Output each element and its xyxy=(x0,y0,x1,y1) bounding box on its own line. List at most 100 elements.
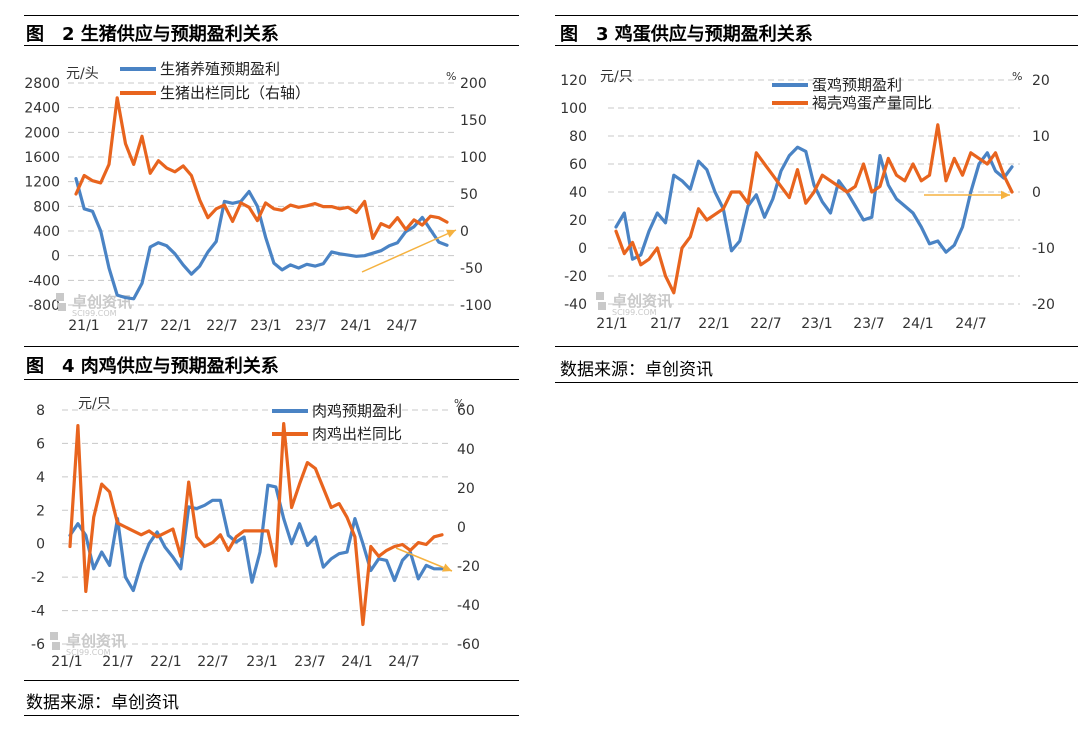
watermark-logo xyxy=(598,302,606,310)
right-tick-label: -40 xyxy=(457,598,480,614)
left-unit-label: 元/只 xyxy=(600,69,633,85)
left-tick-label: 1600 xyxy=(24,150,60,166)
fig3-bottom-rule xyxy=(555,346,1078,347)
fig3-title-rule xyxy=(555,45,1078,46)
fig3-source-rule xyxy=(555,382,1078,383)
series-line-1 xyxy=(68,422,444,627)
trend-arrow-head xyxy=(446,229,456,238)
x-tick-label: 23/1 xyxy=(250,318,281,334)
left-tick-label: 60 xyxy=(569,157,587,173)
left-tick-label: 0 xyxy=(51,249,60,265)
left-tick-label: 8 xyxy=(36,403,45,419)
right-tick-label: 150 xyxy=(460,113,487,129)
left-tick-label: 2400 xyxy=(24,101,60,117)
x-tick-label: 22/7 xyxy=(750,316,781,332)
trend-arrow xyxy=(361,229,457,273)
x-tick-label: 22/7 xyxy=(197,654,228,670)
watermark-brand: 卓创资讯 xyxy=(72,293,132,311)
series-line-0 xyxy=(74,177,449,301)
fig4-top-rule xyxy=(24,346,519,347)
left-tick-label: -800 xyxy=(28,298,60,314)
left-tick-label: 6 xyxy=(36,436,45,452)
legend-label-1: 生猪出栏同比（右轴） xyxy=(160,84,310,102)
right-tick-label: 0 xyxy=(460,224,469,240)
left-tick-label: 1200 xyxy=(24,175,60,191)
left-tick-label: 20 xyxy=(569,213,587,229)
trend-arrow xyxy=(395,547,453,572)
legend-label-0: 肉鸡预期盈利 xyxy=(312,402,402,420)
watermark-brand: 卓创资讯 xyxy=(612,292,672,310)
legend-label-1: 肉鸡出栏同比 xyxy=(312,425,402,443)
left-tick-label: 800 xyxy=(33,199,60,215)
left-tick-label: 40 xyxy=(569,185,587,201)
left-unit-label: 元/头 xyxy=(66,66,99,82)
fig2-top-rule xyxy=(24,15,519,16)
right-tick-label: 100 xyxy=(460,150,487,166)
watermark-logo xyxy=(596,292,604,300)
x-tick-label: 24/1 xyxy=(341,654,372,670)
watermark-brand: 卓创资讯 xyxy=(66,632,126,650)
x-tick-label: 23/7 xyxy=(295,318,326,334)
x-tick-label: 24/7 xyxy=(386,318,417,334)
watermark-logo xyxy=(50,632,58,640)
right-tick-label: -10 xyxy=(1032,241,1055,257)
left-tick-label: 2800 xyxy=(24,76,60,92)
left-tick-label: -40 xyxy=(564,297,587,313)
x-tick-label: 21/1 xyxy=(68,318,99,334)
watermark-sub: SCI99.COM xyxy=(612,308,657,317)
right-tick-label: 60 xyxy=(457,403,475,419)
fig4-source-note: 数据来源：卓创资讯 xyxy=(26,693,179,713)
fig3-title: 图 3 鸡蛋供应与预期盈利关系 xyxy=(560,24,813,45)
right-tick-label: 0 xyxy=(1032,185,1041,201)
left-tick-label: -4 xyxy=(31,604,45,620)
series-line-1 xyxy=(614,123,1014,295)
series-line-1 xyxy=(74,96,449,240)
series-line-0 xyxy=(614,145,1014,261)
fig2-title-rule xyxy=(24,45,519,46)
right-tick-label: 40 xyxy=(457,442,475,458)
left-tick-label: 120 xyxy=(560,73,587,89)
right-tick-label: 20 xyxy=(1032,73,1050,89)
left-tick-label: 0 xyxy=(578,241,587,257)
right-tick-label: 20 xyxy=(457,481,475,497)
x-tick-label: 23/7 xyxy=(294,654,325,670)
x-tick-label: 23/1 xyxy=(801,316,832,332)
x-tick-label: 24/1 xyxy=(340,318,371,334)
fig4-title: 图 4 肉鸡供应与预期盈利关系 xyxy=(26,356,279,377)
right-tick-label: 50 xyxy=(460,187,478,203)
x-tick-label: 21/7 xyxy=(102,654,133,670)
x-tick-label: 24/7 xyxy=(388,654,419,670)
left-tick-label: 4 xyxy=(36,470,45,486)
fig3-top-rule xyxy=(555,15,1078,16)
left-tick-label: 400 xyxy=(33,224,60,240)
left-tick-label: -20 xyxy=(564,269,587,285)
watermark-logo xyxy=(58,303,66,311)
right-tick-label: -50 xyxy=(460,261,483,277)
left-tick-label: 2 xyxy=(36,503,45,519)
watermark-sub: SCI99.COM xyxy=(66,648,111,657)
legend-label-1: 褐壳鸡蛋产量同比 xyxy=(812,94,932,112)
x-tick-label: 21/7 xyxy=(117,318,148,334)
left-tick-label: -400 xyxy=(28,273,60,289)
trend-arrow-head xyxy=(442,563,452,572)
x-tick-label: 22/1 xyxy=(150,654,181,670)
fig3-source-note: 数据来源：卓创资讯 xyxy=(560,360,713,380)
fig4-title-rule xyxy=(24,379,519,380)
left-tick-label: 0 xyxy=(36,537,45,553)
right-tick-label: -60 xyxy=(457,637,480,653)
left-tick-label: 100 xyxy=(560,101,587,117)
legend-label-0: 生猪养殖预期盈利 xyxy=(160,60,280,78)
fig2-title: 图 2 生猪供应与预期盈利关系 xyxy=(26,24,279,45)
trend-arrow-head xyxy=(1000,190,1010,200)
x-tick-label: 22/1 xyxy=(698,316,729,332)
right-tick-label: 200 xyxy=(460,76,487,92)
fig4-bottom-rule xyxy=(24,680,519,681)
watermark-logo xyxy=(52,642,60,650)
left-tick-label: -2 xyxy=(31,570,45,586)
left-tick-label: 80 xyxy=(569,129,587,145)
legend-label-0: 蛋鸡预期盈利 xyxy=(812,76,902,94)
right-tick-label: 10 xyxy=(1032,129,1050,145)
left-unit-label: 元/只 xyxy=(78,396,111,412)
